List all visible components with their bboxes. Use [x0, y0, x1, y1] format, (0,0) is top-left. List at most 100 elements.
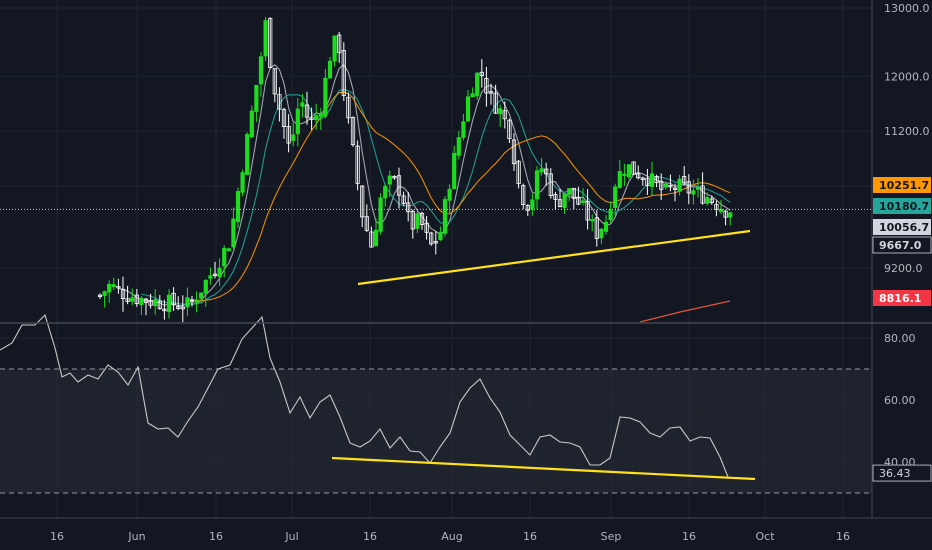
- price-tag-bg: [873, 198, 931, 214]
- price-trendline: [357, 229, 751, 286]
- candle-body: [571, 187, 576, 199]
- candle-body: [120, 289, 126, 299]
- candle-body: [387, 175, 392, 185]
- candle-body: [613, 186, 618, 208]
- candle-body: [406, 202, 411, 213]
- candle-body: [640, 177, 645, 180]
- candle-body: [295, 108, 300, 135]
- candle-body: [281, 109, 287, 127]
- price-tag-bg: [873, 219, 931, 235]
- x-axis-label: Sep: [601, 530, 622, 543]
- x-axis-label: Oct: [755, 530, 775, 543]
- candle-body: [636, 173, 641, 179]
- rsi-panel: [0, 313, 729, 478]
- x-axis-label: 16: [50, 530, 64, 543]
- candle-body: [245, 134, 250, 175]
- candle-body: [157, 300, 162, 310]
- candle-body: [392, 176, 397, 179]
- candle-body: [691, 190, 696, 195]
- candle-body: [700, 185, 705, 204]
- candle-body: [433, 241, 438, 244]
- candle-body: [470, 93, 475, 98]
- price-axis-label: 11200.0: [884, 125, 930, 138]
- candles: [97, 16, 733, 323]
- candle-body: [217, 267, 222, 277]
- x-axis: 16 Jun 16 Jul 16 Aug 16 Sep 16 Oct 16: [50, 530, 850, 543]
- x-axis-label: 16: [523, 530, 537, 543]
- candle-body: [521, 185, 526, 205]
- candle-body: [337, 34, 342, 54]
- candle-body: [677, 178, 682, 192]
- candle-body: [507, 119, 512, 139]
- price-axis-label: 9200.0: [884, 262, 923, 275]
- candle-body: [383, 186, 388, 199]
- candle-body: [143, 298, 149, 303]
- candle-body: [548, 173, 553, 197]
- candle-body: [116, 286, 121, 289]
- x-axis-label: 16: [209, 530, 223, 543]
- rsi-tag-label: 36.43: [879, 467, 911, 480]
- candle-body: [645, 178, 650, 186]
- candle-body: [672, 187, 678, 190]
- candle-body: [176, 305, 181, 309]
- candle-body: [360, 185, 365, 218]
- candle-body: [410, 210, 415, 230]
- candle-body: [498, 108, 503, 115]
- candle-body: [456, 137, 461, 156]
- candle-body: [286, 126, 291, 144]
- candle-body: [130, 297, 135, 302]
- candle-body: [378, 197, 383, 232]
- candle-body: [718, 208, 724, 213]
- candle-body: [107, 283, 112, 293]
- candle-body: [580, 200, 586, 203]
- candle-body: [332, 35, 337, 62]
- price-tag-bg: [873, 177, 931, 193]
- candle-body: [686, 181, 691, 194]
- candle-body: [291, 134, 296, 141]
- candle-body: [511, 139, 517, 165]
- candle-body: [304, 104, 310, 118]
- candle-body: [442, 199, 448, 234]
- candle-body: [479, 71, 484, 77]
- candle-body: [576, 196, 581, 205]
- candle-body: [111, 284, 116, 288]
- candle-body: [654, 176, 659, 184]
- candle-body: [516, 160, 521, 185]
- candle-body: [153, 299, 158, 307]
- candle-body: [585, 201, 590, 221]
- candle-body: [97, 294, 103, 297]
- candle-body: [364, 216, 369, 231]
- rsi-tag-bg: [872, 464, 932, 482]
- candle-body: [249, 110, 254, 138]
- rsi-axis-label: 60.00: [884, 394, 916, 407]
- candle-body: [323, 77, 328, 117]
- candle-body: [668, 184, 673, 188]
- candle-body: [475, 72, 480, 97]
- candle-body: [171, 292, 176, 306]
- candle-body: [102, 291, 107, 296]
- rsi-trendline: [331, 456, 756, 481]
- candle-body: [617, 171, 622, 188]
- candle-body: [148, 299, 153, 306]
- candle-body: [695, 187, 701, 190]
- candle-body: [557, 199, 563, 208]
- candle-body: [415, 213, 420, 229]
- candle-body: [268, 18, 273, 68]
- moving-average-line: [141, 88, 731, 305]
- candle-body: [534, 170, 540, 200]
- candle-body: [355, 145, 360, 184]
- x-axis-label: 16: [836, 530, 850, 543]
- candle-body: [231, 218, 236, 248]
- price-tag-label: 10180.7: [879, 200, 929, 213]
- candle-body: [622, 173, 627, 176]
- candle-body: [714, 204, 719, 210]
- x-axis-label: 16: [363, 530, 377, 543]
- moving-average-long-line: [639, 300, 731, 323]
- candle-body: [194, 300, 199, 303]
- candle-body: [649, 173, 655, 187]
- candle-body: [254, 84, 259, 112]
- price-tags: 10251.7 10180.7 10056.7 9667.0 8816.1 36.43: [872, 177, 932, 482]
- candle-body: [199, 292, 204, 299]
